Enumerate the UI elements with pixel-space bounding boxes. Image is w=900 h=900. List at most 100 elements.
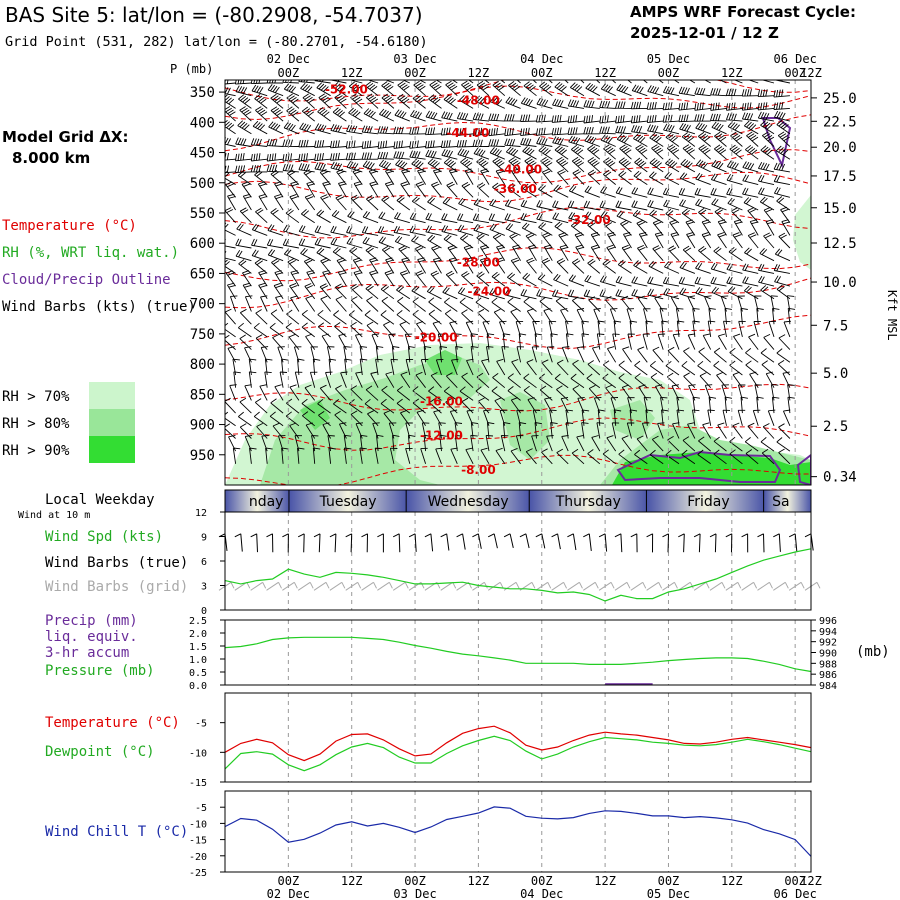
wind-barb xyxy=(670,231,680,249)
wind-barb xyxy=(369,257,379,274)
wind-barb xyxy=(457,148,474,160)
wind-barb xyxy=(657,333,666,350)
y-tick-label: -5 xyxy=(195,719,207,730)
wind-barb xyxy=(363,108,379,122)
wind-barb xyxy=(330,140,347,149)
wind-barb xyxy=(631,125,648,135)
wind-barb xyxy=(510,308,521,325)
wind-barb xyxy=(665,158,680,173)
wind-barb xyxy=(300,82,315,97)
wind-barb xyxy=(496,358,506,376)
wind-barb xyxy=(748,333,759,350)
wind-barb xyxy=(472,127,490,137)
wind-barb xyxy=(352,168,363,185)
wind-barb xyxy=(388,422,397,439)
wind-barb xyxy=(520,127,537,137)
wind-barb xyxy=(443,94,458,109)
wind-barb xyxy=(726,173,743,186)
wind-barb xyxy=(752,409,761,426)
wind-barb xyxy=(717,333,727,350)
wind-barb xyxy=(269,322,284,338)
height-tick-label: 17.5 xyxy=(823,169,857,185)
wind-barb xyxy=(694,102,711,111)
wind-barb xyxy=(301,322,315,338)
wind-barb xyxy=(350,296,363,312)
wind-barb xyxy=(425,225,442,236)
y-tick-label: -10 xyxy=(189,748,207,759)
wind-barb xyxy=(520,199,537,211)
grid-wind-barb xyxy=(487,581,504,591)
pressure-label: Pressure (mb) xyxy=(45,663,155,679)
top-date-label: 06 Dec xyxy=(773,52,816,66)
wind-barb xyxy=(239,207,252,224)
wind-barb xyxy=(235,137,252,147)
local-weekday-label: Local Weekday xyxy=(45,492,155,508)
weekday-segment xyxy=(764,490,811,512)
wind-barb xyxy=(741,112,759,122)
wind-barb xyxy=(749,371,759,388)
wind-barb xyxy=(303,257,316,274)
wind-barb xyxy=(429,80,442,97)
wind-barb xyxy=(535,127,553,136)
wind-barb xyxy=(238,259,252,274)
wind-barb xyxy=(340,371,348,388)
bottom-date-label: 02 Dec xyxy=(267,887,310,900)
wind-barb xyxy=(290,295,300,312)
true-wind-barb xyxy=(408,533,417,552)
wind-barb xyxy=(596,422,604,439)
wind-barb xyxy=(778,423,791,439)
wind-barb xyxy=(318,93,331,109)
wind-barb xyxy=(289,422,300,439)
y-tick-label: 12 xyxy=(195,508,207,519)
wind-barb xyxy=(279,371,288,388)
wind-barb xyxy=(365,385,379,401)
wind-barb xyxy=(394,235,410,249)
true-wind-barb xyxy=(487,533,498,549)
wind-barb xyxy=(287,258,300,274)
wind-barb xyxy=(499,320,507,338)
panel-bg xyxy=(225,620,811,685)
wind-barb xyxy=(618,170,632,185)
wind-barb xyxy=(745,144,759,160)
temperature-contour xyxy=(225,114,811,152)
wind-barb xyxy=(747,207,759,223)
wind-barb xyxy=(539,296,553,312)
wind-barb xyxy=(592,346,601,363)
wind-barb xyxy=(615,289,632,300)
wind-barb xyxy=(584,211,600,224)
wind-barb xyxy=(568,211,585,224)
pressure-ticks: 350 400 450 500 550 600 650 700 750 800 850 900 950 xyxy=(190,85,225,464)
wind-barb xyxy=(539,81,553,97)
wind-barb xyxy=(461,80,474,97)
wind-barb xyxy=(385,168,395,185)
wind-barb xyxy=(225,397,236,414)
wind-barb xyxy=(560,396,569,414)
wind-barb xyxy=(415,270,426,287)
panel-border xyxy=(224,619,812,686)
wind-barb xyxy=(441,148,458,160)
wind-barb xyxy=(685,219,696,236)
temperature-contour xyxy=(225,171,811,203)
wind-barb xyxy=(433,257,442,274)
wind-barb xyxy=(631,84,648,97)
wind-barb xyxy=(679,172,696,186)
forecast-cycle-time: 2025-12-01 / 12 Z xyxy=(630,24,779,42)
wind-barb xyxy=(727,121,743,135)
wind-barb xyxy=(722,409,731,426)
grid-wind-barb xyxy=(313,581,330,591)
wind-barb xyxy=(583,115,600,124)
wind-barb xyxy=(536,97,553,109)
wind-barb xyxy=(681,132,696,147)
wind-barb xyxy=(654,295,664,312)
true-wind-barb xyxy=(646,533,654,553)
grid-wind-barb xyxy=(757,581,773,591)
wind-barb xyxy=(447,244,458,261)
wind-barb xyxy=(377,226,394,236)
wind-barb xyxy=(305,333,316,350)
wind-barb xyxy=(725,88,743,97)
bottom-time-tick: 00Z xyxy=(784,874,806,888)
wind-barb xyxy=(634,157,648,173)
wind-barb xyxy=(350,283,363,300)
wind-barb xyxy=(698,347,711,363)
wind-barb xyxy=(711,198,727,211)
